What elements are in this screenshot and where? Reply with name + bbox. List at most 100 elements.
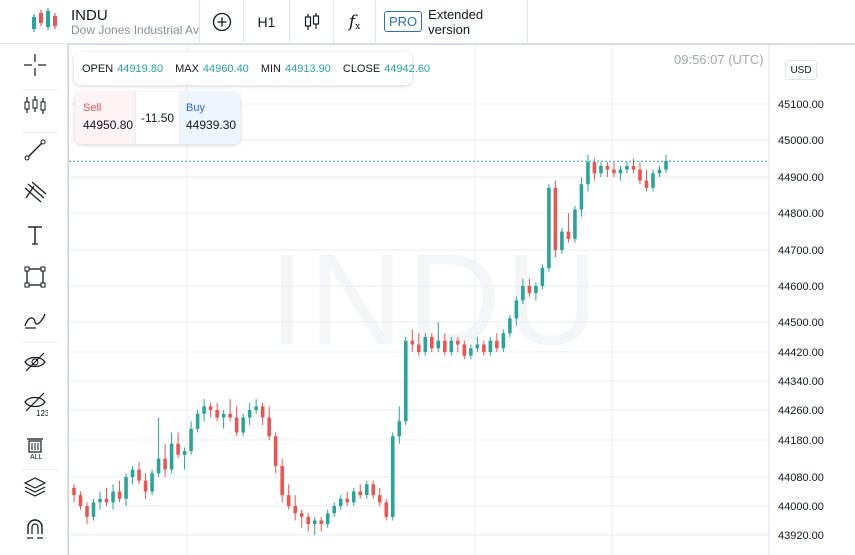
text-tool[interactable] (22, 214, 68, 256)
svg-text:123: 123 (36, 409, 48, 417)
candle (390, 432, 395, 521)
candle (319, 516, 323, 532)
y-tick-label: 45000.00 (778, 135, 824, 147)
hide-drawings-tool[interactable] (22, 341, 68, 383)
ohlc-legend: OPEN 44919.80 MAX 44960.40 MIN 44913.90 … (74, 52, 430, 85)
currency-button[interactable]: USD (785, 60, 817, 80)
max-value: 44960.40 (202, 62, 249, 75)
y-tick-label: 44000.00 (778, 501, 824, 513)
candle (247, 402, 252, 425)
candle (176, 432, 180, 459)
candle (430, 333, 434, 352)
remove-all-tool[interactable]: ALL (22, 426, 68, 468)
rectangle-tool[interactable] (22, 256, 68, 298)
add-symbol-button[interactable] (200, 0, 244, 44)
candle (443, 333, 447, 356)
hide-drawings-icon (24, 352, 46, 372)
candle (514, 296, 519, 326)
candle (351, 487, 356, 506)
candle (98, 491, 102, 510)
chart-type-button[interactable] (290, 0, 334, 44)
candle (182, 447, 187, 470)
candle (78, 491, 83, 510)
hide-indicators-icon: 123 (24, 392, 48, 417)
candle (417, 333, 421, 356)
candle (286, 484, 291, 510)
interval-button[interactable]: H1 (244, 0, 290, 44)
price-chart[interactable]: 45100.00 45000.00 44900.00 44800.00 44700.00… (69, 44, 855, 555)
candle (547, 184, 551, 272)
candle (638, 162, 642, 185)
sell-price: 44950.80 (83, 118, 134, 132)
magnet-tool[interactable] (22, 508, 68, 550)
crosshair-tool[interactable] (22, 44, 68, 86)
y-tick-label: 45100.00 (778, 99, 824, 111)
candle (85, 502, 89, 525)
candle (534, 282, 538, 301)
pitchfork-tool[interactable] (22, 172, 68, 214)
brush-icon (24, 313, 46, 329)
candle (260, 402, 265, 425)
candle (566, 213, 571, 243)
chart-pane[interactable]: INDU 45100.00 45000.00 44900.00 44800.00 447… (68, 44, 855, 555)
trend-line-icon (24, 139, 46, 161)
svg-text:ALL: ALL (30, 454, 43, 460)
symbol-description: Dow Jones Industrial Ave (71, 22, 199, 37)
indicator-tool[interactable] (22, 84, 68, 126)
candle (338, 495, 343, 510)
brush-tool[interactable] (22, 298, 68, 340)
indicator-icon (24, 96, 46, 114)
candle (488, 337, 493, 356)
rectangle-icon (24, 266, 46, 288)
buy-label: Buy (186, 102, 205, 114)
candle (592, 158, 597, 181)
candle (241, 413, 245, 437)
hide-indicators-tool[interactable]: 123 (22, 383, 68, 425)
candle (202, 399, 206, 422)
open-label: OPEN (82, 62, 114, 75)
text-icon (28, 226, 42, 245)
layers-tool[interactable] (22, 466, 68, 508)
y-tick-label: 44500.00 (778, 317, 824, 329)
candle (377, 487, 382, 506)
min-label: MIN (260, 62, 281, 75)
symbol-name: INDU (71, 6, 108, 24)
candle (215, 402, 219, 422)
candle (358, 484, 363, 499)
candle (560, 227, 564, 254)
function-icon: f (348, 11, 356, 32)
candle (137, 462, 141, 485)
y-tick-label: 44080.00 (778, 472, 824, 484)
drawing-toolbar: 123 ALL (0, 44, 68, 555)
candle (586, 154, 590, 192)
candle (436, 322, 441, 352)
y-tick-label: 44600.00 (778, 281, 824, 293)
y-tick-label: 44800.00 (778, 208, 824, 220)
y-tick-label: 44180.00 (778, 435, 824, 447)
candle (664, 154, 668, 174)
buy-button[interactable]: Buy 44939.30 (180, 92, 240, 144)
candle (156, 417, 161, 477)
candle (221, 410, 226, 429)
crosshair-icon (24, 54, 46, 76)
candle (521, 278, 525, 304)
candle (501, 329, 506, 352)
sell-button[interactable]: Sell 44950.80 (75, 92, 135, 144)
candle (657, 165, 662, 177)
symbol-selector[interactable]: INDU Dow Jones Industrial Ave (0, 0, 200, 44)
close-value: 44942.60 (384, 62, 431, 75)
candle (573, 205, 577, 243)
candle (91, 498, 96, 521)
candle (540, 264, 545, 290)
y-tick-label: 44700.00 (778, 245, 824, 257)
candle (104, 487, 109, 506)
extended-version-button[interactable]: PRO Extended version (376, 0, 528, 44)
candle (293, 495, 297, 521)
candle (267, 406, 271, 440)
candles-logo-icon (32, 7, 57, 32)
trend-line-tool[interactable] (22, 129, 68, 171)
candle (306, 513, 310, 532)
candle (325, 509, 330, 528)
